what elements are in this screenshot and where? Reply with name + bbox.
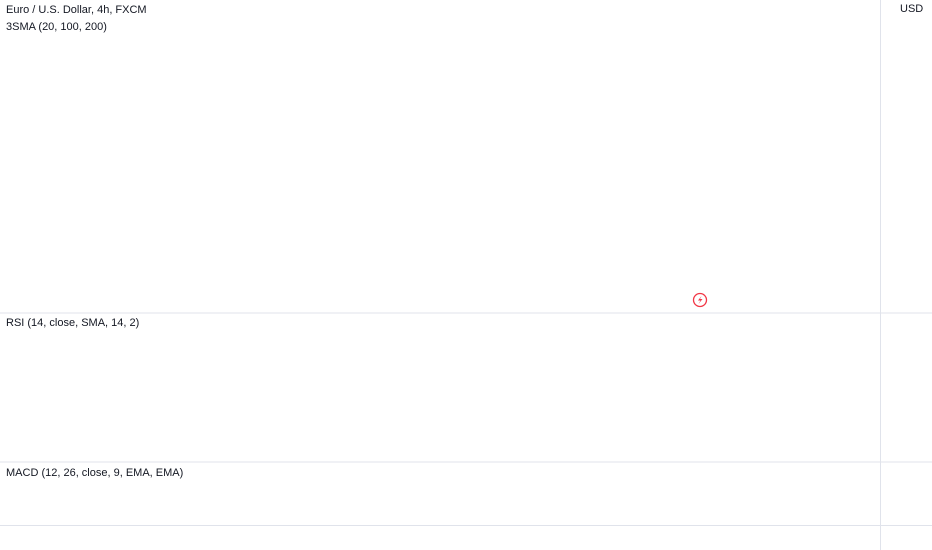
indicator-legend: 3SMA (20, 100, 200) bbox=[6, 21, 107, 33]
alert-icon[interactable] bbox=[692, 292, 708, 308]
rsi-legend: RSI (14, close, SMA, 14, 2) bbox=[6, 317, 139, 329]
icon-bolt bbox=[698, 296, 703, 304]
chart-title: Euro / U.S. Dollar, 4h, FXCM bbox=[6, 4, 147, 16]
icon-ring bbox=[692, 292, 708, 308]
macd-legend: MACD (12, 26, close, 9, EMA, EMA) bbox=[6, 467, 183, 479]
currency-label: USD bbox=[900, 3, 923, 15]
